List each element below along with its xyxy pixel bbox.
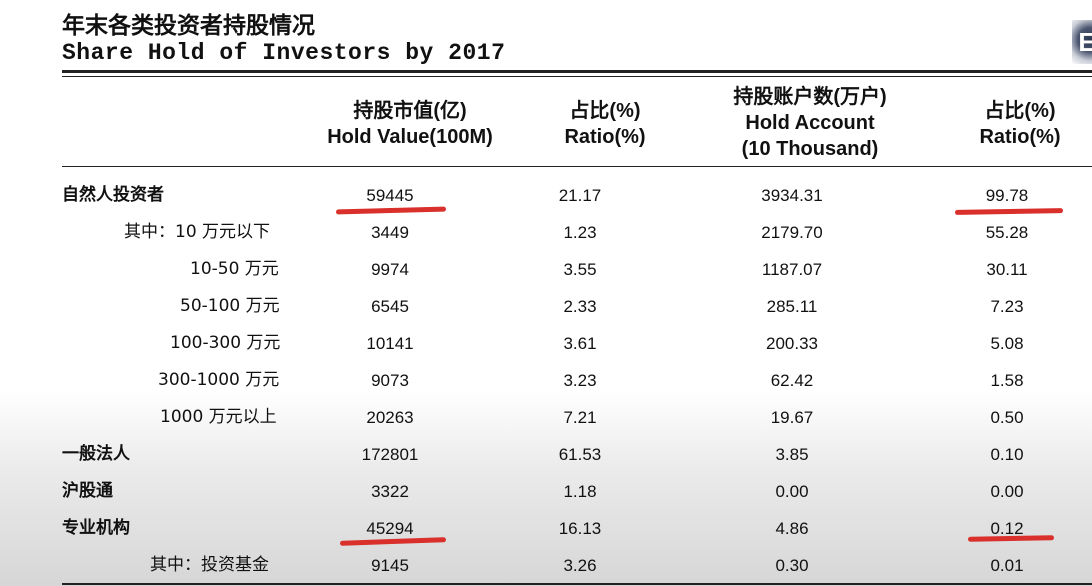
header-account-ratio-cn: 占比(%) (984, 100, 1056, 122)
cell-accounts: 4.86 (775, 519, 809, 538)
cell-ratio: 21.17 (558, 186, 602, 205)
table-row: 10-50 万元 9974 3.55 1187.07 30.11 (0, 251, 1092, 288)
cell-accounts: 0.30 (775, 556, 809, 575)
row-label: 自然人投资者 (62, 185, 164, 205)
cell-accounts: 3934.31 (761, 186, 823, 205)
cell-ratio: 3.61 (563, 334, 597, 353)
table-row: 50-100 万元 6545 2.33 285.11 7.23 (0, 288, 1092, 325)
row-label: 专业机构 (62, 518, 130, 538)
table-row: 100-300 万元 10141 3.61 200.33 5.08 (0, 325, 1092, 362)
cell-account-ratio: 0.01 (990, 556, 1024, 575)
page-title-cn: 年末各类投资者持股情况 (62, 13, 315, 39)
row-label: 其中：10 万元以下 (124, 222, 271, 242)
table-row: 沪股通 3322 1.18 0.00 0.00 (0, 473, 1092, 510)
cell-hold-value: 20263 (366, 408, 414, 427)
row-label: 50-100 万元 (180, 296, 280, 316)
bottom-rule (62, 583, 1092, 585)
page-title-en: Share Hold of Investors by 2017 (62, 40, 506, 66)
header-hold-account: 持股账户数(万户) Hold Account (10 Thousand) (690, 84, 930, 162)
row-label: 100-300 万元 (170, 333, 281, 353)
table-row: 自然人投资者 59445 21.17 3934.31 99.78 (0, 177, 1092, 214)
cell-ratio: 61.53 (558, 445, 602, 464)
table-row: 其中：10 万元以下 3449 1.23 2179.70 55.28 (0, 214, 1092, 251)
cell-accounts: 1187.07 (761, 260, 823, 279)
cell-account-ratio: 30.11 (986, 260, 1028, 279)
row-label: 一般法人 (62, 444, 130, 464)
cell-account-ratio: 0.00 (990, 482, 1024, 501)
cell-accounts: 62.42 (770, 371, 814, 390)
header-ratio: 占比(%) Ratio(%) (520, 98, 690, 150)
cell-hold-value: 172801 (361, 445, 419, 464)
top-rule-thin (62, 76, 1092, 77)
cell-hold-value: 59445 (366, 186, 414, 205)
header-hold-account-en2: (10 Thousand) (741, 138, 879, 160)
row-label: 10-50 万元 (190, 259, 279, 279)
cell-account-ratio: 99.78 (985, 186, 1029, 205)
logo-icon: E (1072, 20, 1092, 64)
cell-hold-value: 45294 (366, 519, 414, 538)
header-ratio-cn: 占比(%) (569, 100, 641, 122)
cell-ratio: 7.21 (563, 408, 597, 427)
cell-hold-value: 6545 (371, 297, 409, 316)
top-rule-thick (62, 70, 1092, 73)
row-label: 其中：投资基金 (150, 555, 269, 575)
cell-account-ratio: 0.12 (990, 519, 1024, 538)
header-ratio-en: Ratio(%) (564, 126, 646, 148)
header-hold-value: 持股市值(亿) Hold Value(100M) (290, 98, 530, 150)
header-hold-account-en: Hold Account (745, 112, 875, 134)
cell-ratio: 16.13 (558, 519, 602, 538)
cell-account-ratio: 0.10 (990, 445, 1024, 464)
cell-account-ratio: 55.28 (985, 223, 1029, 242)
header-account-ratio-en: Ratio(%) (979, 126, 1061, 148)
cell-hold-value: 9145 (371, 556, 409, 575)
cell-ratio: 3.55 (563, 260, 597, 279)
table-row: 专业机构 45294 16.13 4.86 0.12 (0, 510, 1092, 547)
header-account-ratio: 占比(%) Ratio(%) (935, 98, 1092, 150)
table-row: 一般法人 172801 61.53 3.85 0.10 (0, 436, 1092, 473)
cell-account-ratio: 1.58 (990, 371, 1024, 390)
cell-ratio: 1.23 (563, 223, 597, 242)
cell-ratio: 3.23 (563, 371, 597, 390)
row-label: 1000 万元以上 (160, 407, 277, 427)
cell-ratio: 2.33 (563, 297, 597, 316)
header-hold-value-cn: 持股市值(亿) (353, 100, 467, 122)
row-label: 300-1000 万元 (158, 370, 280, 390)
cell-hold-value: 3449 (371, 223, 409, 242)
cell-hold-value: 9974 (371, 260, 409, 279)
cell-hold-value: 10141 (366, 334, 414, 353)
row-label: 沪股通 (62, 481, 113, 501)
cell-account-ratio: 7.23 (990, 297, 1024, 316)
cell-hold-value: 9073 (371, 371, 409, 390)
table-row: 其中：投资基金 9145 3.26 0.30 0.01 (0, 547, 1092, 584)
cell-accounts: 200.33 (766, 334, 818, 353)
header-hold-value-en: Hold Value(100M) (327, 126, 493, 148)
header-hold-account-cn: 持股账户数(万户) (733, 86, 887, 108)
cell-account-ratio: 5.08 (990, 334, 1024, 353)
header-rule (62, 166, 1092, 167)
cell-hold-value: 3322 (371, 482, 409, 501)
cell-accounts: 2179.70 (761, 223, 823, 242)
cell-account-ratio: 0.50 (990, 408, 1024, 427)
cell-ratio: 3.26 (563, 556, 597, 575)
cell-accounts: 3.85 (775, 445, 809, 464)
cell-accounts: 0.00 (775, 482, 809, 501)
table-row: 300-1000 万元 9073 3.23 62.42 1.58 (0, 362, 1092, 399)
cell-accounts: 19.67 (770, 408, 814, 427)
cell-accounts: 285.11 (766, 297, 818, 316)
cell-ratio: 1.18 (563, 482, 597, 501)
table-row: 1000 万元以上 20263 7.21 19.67 0.50 (0, 399, 1092, 436)
